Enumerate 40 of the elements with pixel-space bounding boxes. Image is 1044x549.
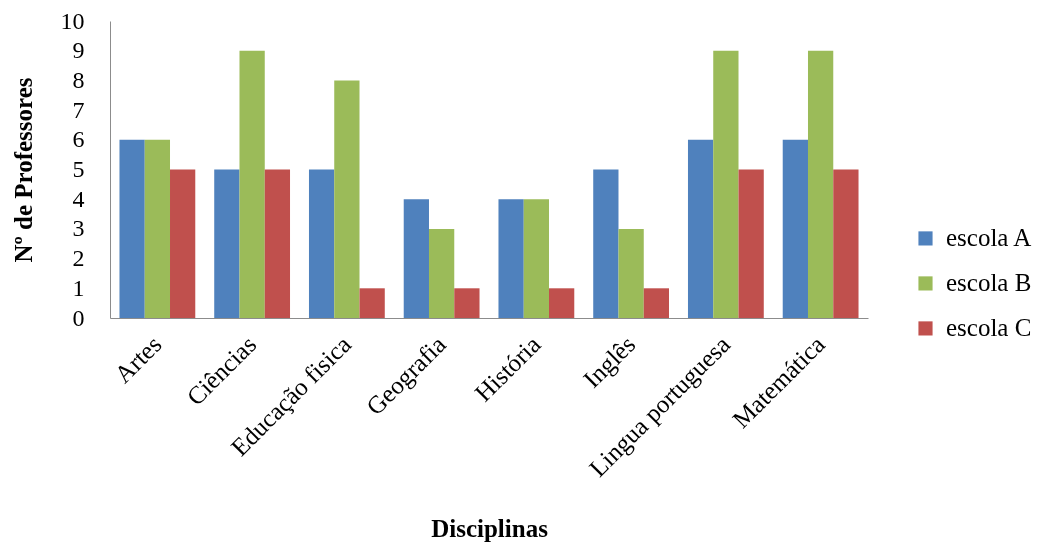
- x-axis-title: Disciplinas: [431, 514, 549, 542]
- bar: [454, 288, 480, 318]
- bar: [687, 139, 714, 318]
- bar: [403, 199, 429, 318]
- bar: [782, 139, 808, 318]
- bar: [144, 139, 171, 318]
- bar: [498, 199, 524, 318]
- bar: [593, 169, 619, 318]
- y-tick-label: 7: [72, 96, 85, 123]
- bar: [428, 228, 455, 318]
- y-tick-label: 4: [72, 185, 85, 212]
- bar: [643, 288, 670, 318]
- legend-label: escola B: [946, 269, 1032, 297]
- bar: [549, 288, 575, 318]
- y-tick-label: 2: [72, 245, 85, 272]
- y-tick-label: 6: [72, 126, 85, 153]
- bar: [170, 169, 196, 318]
- y-tick-label: 1: [72, 274, 85, 301]
- y-tick-label: 10: [60, 7, 85, 34]
- bar: [239, 50, 265, 318]
- bar: [334, 80, 360, 318]
- legend-label: escola A: [946, 224, 1032, 252]
- bar: [738, 169, 764, 318]
- bar: [119, 139, 145, 318]
- y-tick-label: 9: [72, 37, 85, 64]
- y-tick-label: 5: [72, 156, 85, 182]
- bar: [214, 169, 240, 318]
- y-axis-title: Nº de Professores: [9, 77, 37, 263]
- bar: [359, 288, 385, 318]
- bar: [523, 199, 550, 318]
- bar: [807, 50, 834, 318]
- legend-label: escola C: [946, 314, 1032, 342]
- bar: [713, 50, 739, 318]
- y-tick-label: 8: [72, 66, 85, 93]
- y-tick-label: 3: [72, 215, 85, 242]
- bar: [264, 169, 291, 318]
- bar: [618, 228, 644, 318]
- bar: [308, 169, 335, 318]
- y-tick-label: 0: [72, 304, 85, 331]
- bar: [833, 169, 859, 318]
